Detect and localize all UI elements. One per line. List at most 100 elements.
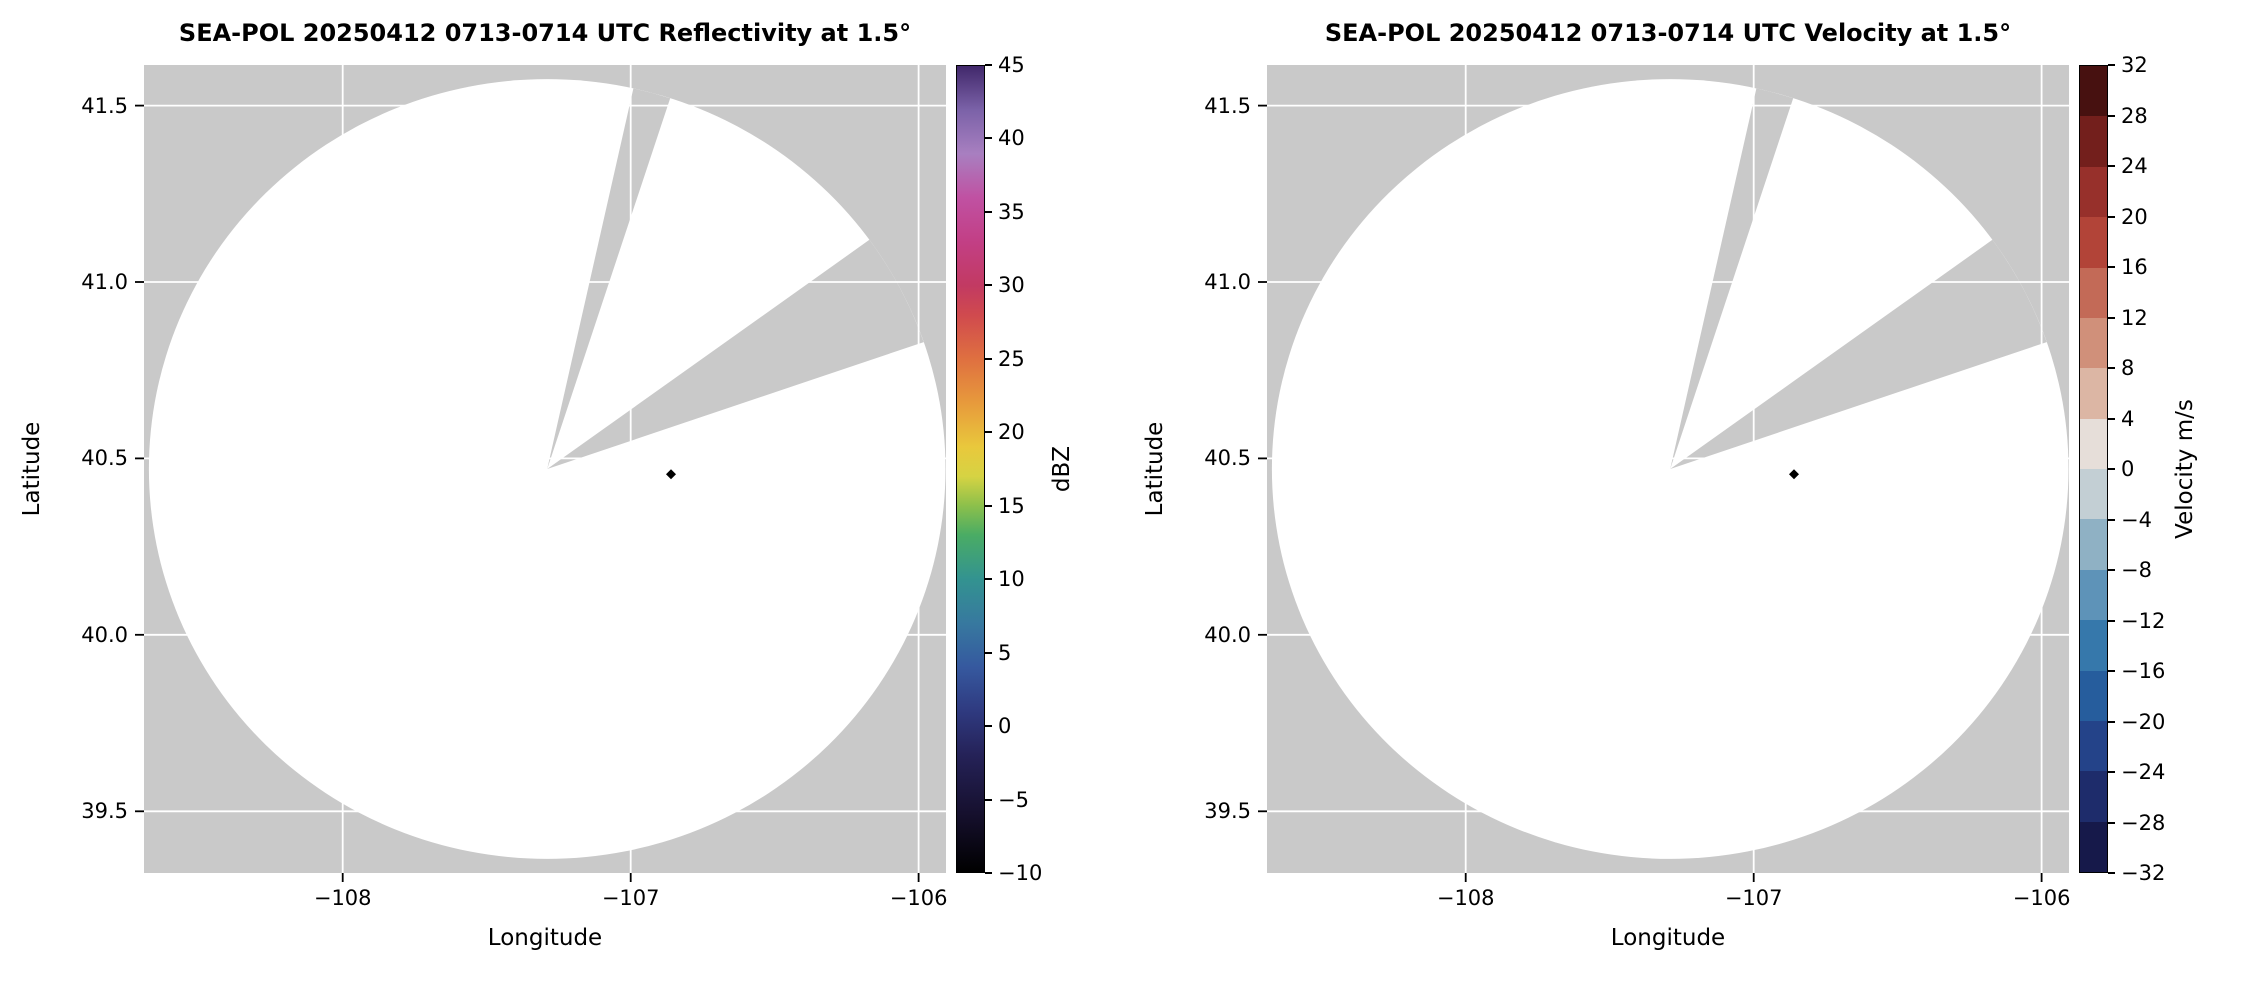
colorbar-band [2080, 367, 2107, 419]
colorbar-tick-label: 24 [2121, 154, 2148, 178]
colorbar-tick-mark [985, 872, 992, 874]
colorbar-tick-mark [2108, 468, 2115, 470]
ppi-plot-svg [135, 65, 946, 882]
radar-site-marker [665, 469, 676, 480]
x-tick-label: −107 [601, 886, 660, 910]
colorbar-tick-label: 15 [998, 493, 1025, 518]
colorbar-tick-mark [2108, 367, 2115, 369]
panel-reflectivity: SEA-POL 20250412 0713-0714 UTC Reflectiv… [19, 19, 1075, 951]
colorbar-tick-mark [2108, 215, 2115, 218]
colorbar-tick-label: −28 [2121, 810, 2166, 835]
colorbar-tick-mark [985, 210, 992, 213]
colorbar-tick-label: 5 [998, 640, 1012, 665]
colorbar-band [2080, 518, 2107, 570]
colorbar-tick-mark [2108, 619, 2115, 622]
x-tick-label: −108 [1436, 886, 1495, 910]
colorbar-tick-label: 32 [2121, 53, 2148, 77]
colorbar-tick-label: 20 [998, 420, 1025, 445]
x-axis-label: Longitude [1610, 925, 1726, 951]
colorbar-band [2080, 317, 2107, 369]
colorbar-tick-label: 12 [2121, 305, 2148, 330]
x-axis-label: Longitude [487, 925, 603, 951]
colorbar-tick-mark [985, 504, 992, 507]
colorbar-tick-mark [2108, 64, 2115, 66]
colorbar-tick-mark [2108, 518, 2115, 521]
colorbar-tick-mark [2108, 316, 2115, 319]
colorbar-tick-mark [985, 64, 992, 66]
colorbar-band [2080, 670, 2107, 721]
colorbar-bands [2079, 65, 2108, 873]
missing-sector-wedge [1670, 239, 2047, 469]
y-tick-label: 39.5 [81, 799, 128, 824]
radar-coverage-disk [148, 79, 946, 859]
missing-sector-wedge [1670, 88, 1794, 470]
colorbar-tick-label: −5 [998, 787, 1029, 812]
x-tick-label: −107 [1724, 886, 1783, 910]
y-tick-label: 39.5 [1204, 799, 1251, 824]
plot-area-reflectivity [135, 65, 946, 882]
colorbar-band [2080, 569, 2107, 621]
colorbar-tick-label: −10 [998, 861, 1043, 885]
colorbar-tick-mark [985, 137, 992, 140]
plot-title-reflectivity: SEA-POL 20250412 0713-0714 UTC Reflectiv… [178, 19, 912, 47]
panel-velocity: SEA-POL 20250412 0713-0714 UTC Velocity … [1142, 19, 2198, 951]
y-tick-label: 40.0 [1204, 622, 1251, 647]
x-tick-label: −108 [313, 886, 372, 910]
colorbar-tick-label: 30 [998, 273, 1025, 298]
y-tick-label: 41.0 [81, 269, 128, 294]
colorbar-tick-label: 45 [998, 53, 1025, 77]
colorbar-tick-mark [985, 578, 992, 581]
missing-sector-wedge [547, 239, 924, 469]
colorbar-tick-mark [985, 357, 992, 360]
y-tick-label: 40.5 [81, 446, 128, 471]
colorbar-tick-label: 0 [2121, 457, 2135, 481]
colorbar-tick-mark [2108, 720, 2115, 723]
plot-title-velocity: SEA-POL 20250412 0713-0714 UTC Velocity … [1324, 19, 2012, 47]
colorbar-tick-label: 8 [2121, 356, 2135, 380]
colorbar-tick-mark [2108, 266, 2115, 268]
colorbar-band [2080, 468, 2107, 520]
plot-area-velocity [1258, 65, 2069, 882]
colorbar-tick-mark [2108, 771, 2115, 773]
colorbar-tick-label: 10 [998, 567, 1025, 592]
colorbar-tick-label: −24 [2121, 760, 2166, 784]
colorbar-tick-label: 25 [998, 346, 1025, 371]
colorbar-tick-mark [985, 284, 992, 287]
colorbar-tick-mark [2108, 417, 2115, 420]
colorbar-band [2080, 216, 2107, 268]
missing-sector-wedge [547, 88, 671, 470]
colorbar-tick-label: −8 [2121, 558, 2152, 582]
colorbar-band [2080, 115, 2107, 167]
colorbar-band [2080, 720, 2107, 772]
colorbar-gradient [956, 65, 985, 873]
colorbar-tick-label: −32 [2121, 861, 2166, 885]
colorbar-tick-label: 28 [2121, 103, 2148, 128]
radar-coverage-disk [1271, 79, 2069, 859]
y-tick-label: 40.0 [81, 622, 128, 647]
colorbar-tick-mark [985, 798, 992, 801]
x-tick-label: −106 [2012, 886, 2071, 910]
colorbar-tick-label: 20 [2121, 204, 2148, 229]
x-tick-label: −106 [889, 886, 948, 910]
colorbar-tick-mark [985, 431, 992, 434]
colorbar-reflectivity: 45 40 35 30 25 20 15 10 5 0 −5 −10 [956, 53, 1042, 885]
colorbar-band [2080, 418, 2107, 469]
colorbar-tick-mark [2108, 821, 2115, 824]
colorbar-band [2080, 821, 2107, 872]
colorbar-band [2080, 267, 2107, 318]
colorbar-label-velocity: Velocity m/s [2172, 399, 2198, 539]
colorbar-band [2080, 66, 2107, 117]
colorbar-tick-label: 35 [998, 199, 1025, 224]
colorbar-tick-label: −12 [2121, 608, 2166, 633]
colorbar-tick-mark [985, 651, 992, 654]
colorbar-tick-label: 4 [2121, 406, 2135, 431]
colorbar-band [2080, 619, 2107, 671]
y-tick-label: 41.5 [1204, 93, 1251, 118]
colorbar-tick-label: 16 [2121, 255, 2148, 279]
colorbar-tick-label: −16 [2121, 659, 2166, 683]
y-tick-label: 40.5 [1204, 446, 1251, 471]
colorbar-tick-label: −4 [2121, 507, 2152, 532]
colorbar-tick-label: 40 [998, 126, 1025, 151]
colorbar-tick-mark [985, 725, 992, 728]
